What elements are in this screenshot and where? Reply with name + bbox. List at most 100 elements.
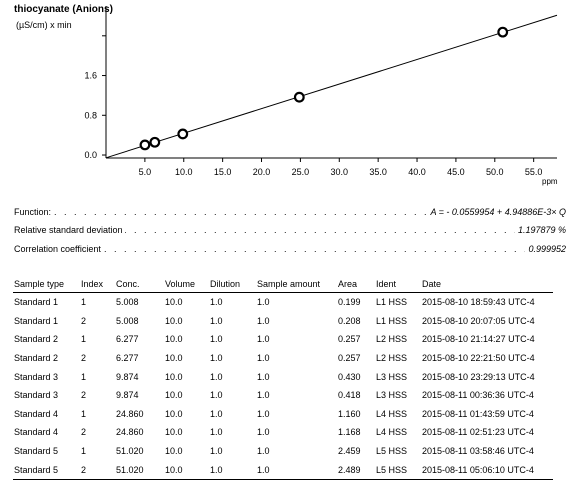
cell-index: 1: [81, 334, 87, 345]
cell-volume: 10.0: [165, 315, 183, 326]
cell-volume: 10.0: [165, 408, 183, 419]
cell-date: 2015-08-10 18:59:43 UTC-4: [422, 297, 535, 308]
cell-dilution: 1.0: [210, 390, 223, 401]
cell-sample-amount: 1.0: [257, 408, 270, 419]
function-value: A = - 0.0559954 + 4.94886E-3× Q: [427, 205, 566, 219]
cell-sample-type: Standard 3: [14, 371, 59, 382]
cell-conc: 24.860: [116, 408, 144, 419]
cell-volume: 10.0: [165, 371, 183, 382]
table-row: Standard 5 2 51.020 10.0 1.0 1.0 2.489 L…: [13, 460, 553, 480]
cell-dilution: 1.0: [210, 371, 223, 382]
cell-date: 2015-08-10 21:14:27 UTC-4: [422, 334, 535, 345]
cell-sample-type: Standard 5: [13, 460, 80, 480]
x-tick-label: 35.0: [369, 167, 387, 177]
cell-ident: L4 HSS: [376, 408, 408, 419]
cell-dilution: 1.0: [210, 334, 223, 345]
cell-volume: 10.0: [165, 427, 183, 438]
y-axis-label: (µS/cm) x min: [16, 20, 72, 30]
x-axis-label: ppm: [542, 177, 558, 186]
table-row: Standard 1 2 5.008 10.0 1.0 1.0 0.208 L1…: [13, 312, 553, 331]
x-tick-label: 25.0: [292, 167, 310, 177]
y-tick-label: 1.6: [84, 71, 97, 81]
data-point: [497, 26, 509, 38]
cell-volume: 10.0: [165, 353, 183, 364]
cell-conc: 24.860: [116, 427, 144, 438]
cell-volume: 10.0: [165, 446, 183, 457]
cell-date: 2015-08-10 23:29:13 UTC-4: [422, 371, 535, 382]
cell-sample-type: Standard 2: [14, 334, 59, 345]
cell-sample-type: Standard 2: [14, 353, 59, 364]
cell-sample-type: Standard 3: [14, 390, 59, 401]
x-tick-label: 55.0: [525, 167, 543, 177]
table-row: Standard 1 1 5.008 10.0 1.0 1.0 0.199 L1…: [13, 293, 553, 312]
cell-volume: 10.0: [164, 460, 209, 480]
cell-area: 0.418: [338, 390, 361, 401]
cell-conc: 9.874: [116, 371, 139, 382]
function-leader-dots: . . . . . . . . . . . . . . . . . . . . …: [14, 207, 566, 217]
col-ident: Ident: [375, 275, 421, 293]
cell-index: 2: [81, 427, 87, 438]
cell-area: 0.208: [338, 315, 361, 326]
cell-sample-amount: 1.0: [257, 297, 270, 308]
col-sample-type: Sample type: [13, 275, 80, 293]
cell-index: 1: [81, 446, 87, 457]
cell-ident: L1 HSS: [376, 297, 408, 308]
correlation-value: 0.999952: [525, 242, 566, 256]
cell-sample-amount: 1.0: [257, 390, 270, 401]
cell-conc: 6.277: [116, 353, 139, 364]
table-header-row: Sample type Index Conc. Volume Dilution …: [13, 275, 553, 293]
cell-sample-amount: 1.0: [256, 460, 337, 480]
cell-dilution: 1.0: [210, 427, 223, 438]
correlation-row: . . . . . . . . . . . . . . . . . . . . …: [14, 242, 566, 256]
cell-sample-type: Standard 5: [14, 446, 59, 457]
col-area: Area: [337, 275, 375, 293]
x-tick-label: 40.0: [408, 167, 426, 177]
cell-index: 2: [80, 460, 115, 480]
cell-sample-amount: 1.0: [257, 446, 270, 457]
y-tick-label: 0.8: [84, 110, 97, 120]
y-tick-label: 0.0: [84, 150, 97, 160]
cell-sample-type: Standard 1: [14, 297, 59, 308]
cell-index: 1: [81, 297, 87, 308]
cell-area: 0.430: [338, 371, 361, 382]
cell-volume: 10.0: [165, 297, 183, 308]
data-point: [293, 91, 305, 103]
col-index: Index: [80, 275, 115, 293]
table-row: Standard 3 1 9.874 10.0 1.0 1.0 0.430 L3…: [13, 367, 553, 386]
cell-conc: 51.020: [115, 460, 164, 480]
cell-date: 2015-08-10 22:21:50 UTC-4: [422, 353, 535, 364]
cell-ident: L3 HSS: [376, 371, 408, 382]
cell-sample-amount: 1.0: [257, 427, 270, 438]
cell-ident: L3 HSS: [376, 390, 408, 401]
cell-ident: L5 HSS: [376, 446, 408, 457]
x-tick-label: 50.0: [486, 167, 504, 177]
cell-sample-amount: 1.0: [257, 334, 270, 345]
function-label: Function:: [14, 205, 54, 219]
col-dilution: Dilution: [209, 275, 256, 293]
table-row: Standard 2 1 6.277 10.0 1.0 1.0 0.257 L2…: [13, 330, 553, 349]
correlation-leader-dots: . . . . . . . . . . . . . . . . . . . . …: [14, 244, 566, 254]
cell-volume: 10.0: [165, 390, 183, 401]
cell-sample-type: Standard 4: [14, 408, 59, 419]
cell-date: 2015-08-10 20:07:05 UTC-4: [422, 315, 535, 326]
cell-conc: 5.008: [116, 297, 139, 308]
cell-area: 1.160: [338, 408, 361, 419]
cell-area: 0.199: [338, 297, 361, 308]
col-sample-amount: Sample amount: [256, 275, 337, 293]
cell-conc: 6.277: [116, 334, 139, 345]
cell-index: 1: [81, 408, 87, 419]
cell-sample-amount: 1.0: [257, 353, 270, 364]
calibration-line: [105, 14, 558, 159]
cell-date: 2015-08-11 00:36:36 UTC-4: [422, 390, 534, 401]
data-point: [177, 128, 189, 140]
cell-conc: 5.008: [116, 315, 139, 326]
cell-index: 1: [81, 371, 87, 382]
x-tick-label: 20.0: [253, 167, 271, 177]
cell-dilution: 1.0: [210, 446, 223, 457]
col-volume: Volume: [164, 275, 209, 293]
cell-area: 2.489: [337, 460, 375, 480]
rsd-row: . . . . . . . . . . . . . . . . . . . . …: [14, 223, 566, 237]
calibration-chart: 0.0 0.8 1.6 5.0 10.0 15.0 20.0 25.0 30.0 35.0 40.0…: [84, 6, 558, 186]
data-point: [139, 139, 151, 151]
cell-area: 1.168: [338, 427, 361, 438]
